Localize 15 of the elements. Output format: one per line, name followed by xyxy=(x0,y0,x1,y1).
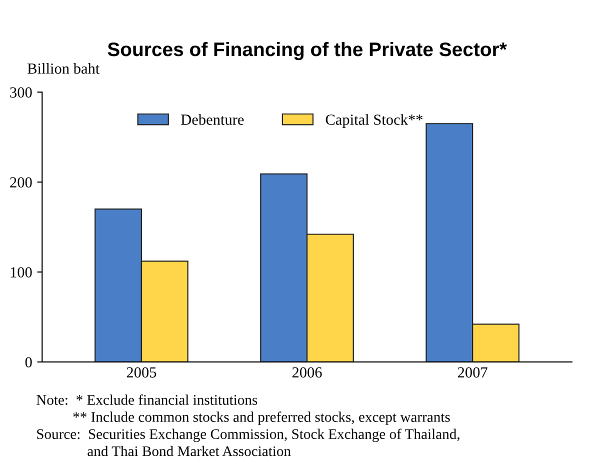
y-axis-title: Billion baht xyxy=(28,63,100,74)
y-tick-label: 0 xyxy=(25,357,32,368)
text: Note: * Exclude financial institutions xyxy=(36,394,258,405)
y-tick-label: 100 xyxy=(10,267,32,278)
x-tick-label: 2007 xyxy=(458,367,488,378)
source-note: Source: Securities Exchange Commission, Stock Exchange of Thailand, xyxy=(37,428,460,442)
chart-title: Sources of Financing of the Private Sector* xyxy=(108,42,507,60)
x-tick-label: 2006 xyxy=(292,367,322,378)
x-tick-label: 2005 xyxy=(126,367,156,378)
y-tick-label: 300 xyxy=(10,87,32,98)
text: ** Include common stocks and preferred stocks, except warrants xyxy=(73,412,450,425)
y-tick-label: 200 xyxy=(10,177,32,188)
legend-label: Capital Stock** xyxy=(326,114,422,128)
legend-label: Debenture xyxy=(181,114,244,125)
text: and Thai Bond Market Association xyxy=(88,446,291,456)
